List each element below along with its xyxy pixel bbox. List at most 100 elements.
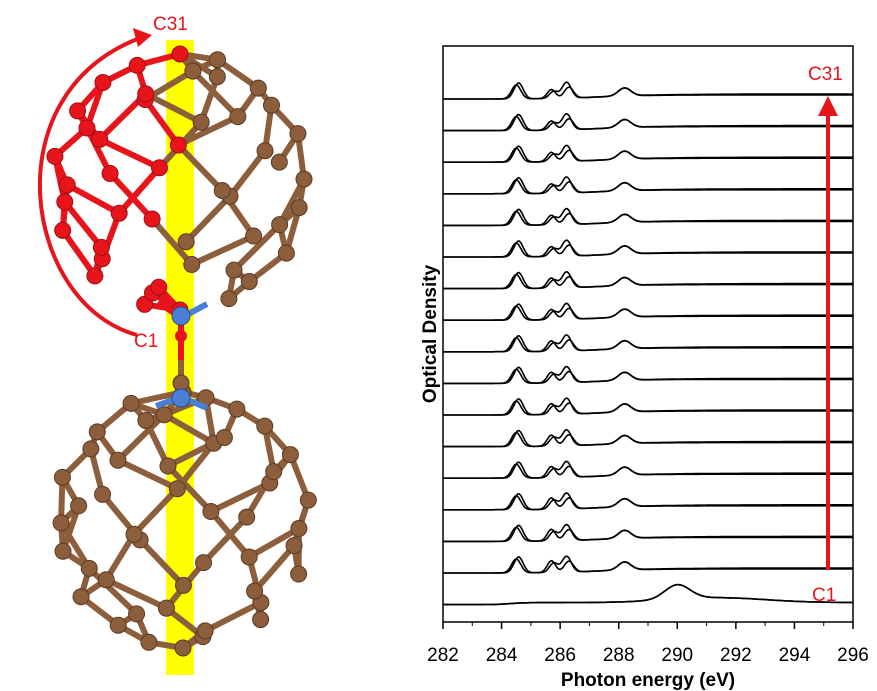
bottom-carbon-atom <box>202 502 220 520</box>
plot-frame <box>442 45 854 623</box>
bottom-carbon-atom <box>53 468 71 486</box>
molecule-label-c31: C31 <box>153 14 188 35</box>
top-red-carbon-atom <box>86 267 104 285</box>
spectrum-trace-1 <box>443 84 853 100</box>
top-brown-bond <box>230 221 283 274</box>
bottom-carbon-atom <box>128 605 146 623</box>
top-red-carbon-atom <box>92 238 110 256</box>
top-brown-carbon-atom <box>192 113 210 131</box>
bottom-carbon-atom <box>215 429 233 447</box>
molecule-label-c1: C1 <box>134 331 158 352</box>
bottom-carbon-atom <box>97 571 115 589</box>
x-tick-label: 292 <box>720 645 752 666</box>
bottom-carbon-atom <box>155 406 173 424</box>
bottom-bond <box>207 508 253 560</box>
bottom-carbon-atom <box>168 480 186 498</box>
top-red-bond <box>61 198 105 251</box>
bottom-carbon-atom <box>195 554 213 572</box>
bottom-carbon-atom <box>72 588 90 606</box>
top-brown-bond <box>149 215 195 268</box>
top-red-carbon-atom <box>46 147 64 165</box>
spectrum-trace-7 <box>443 273 853 290</box>
top-red-bond <box>96 136 163 171</box>
top-fullerene-highlighted-atoms <box>46 45 189 319</box>
top-brown-carbon-atom <box>177 233 195 251</box>
bottom-bond <box>251 542 298 595</box>
bottom-carbon-atom <box>174 576 192 594</box>
top-red-carbon-atom <box>128 56 146 74</box>
bottom-bond <box>103 531 138 583</box>
nitrogen-atom-bottom <box>171 388 191 408</box>
top-brown-carbon-atom <box>290 199 308 217</box>
top-red-carbon-atom <box>91 130 109 148</box>
bottom-bond <box>131 485 181 538</box>
bottom-bond <box>161 411 217 447</box>
top-red-carbon-atom <box>78 119 96 137</box>
spectrum-trace-8 <box>443 302 853 321</box>
top-brown-bond <box>227 147 269 200</box>
spectrum-trace-5 <box>443 210 853 227</box>
spectrum-trace-13 <box>443 463 853 479</box>
top-red-carbon-atom <box>171 45 189 63</box>
x-tick-label: 286 <box>544 645 576 666</box>
bottom-carbon-atom <box>54 542 72 560</box>
spectrum-trace-2 <box>443 115 853 132</box>
bottom-carbon-atom <box>265 463 283 481</box>
bottom-carbon-atom <box>122 394 140 412</box>
bottom-bond <box>86 565 140 617</box>
bottom-carbon-atom <box>94 485 112 503</box>
x-tick-label: 282 <box>427 645 459 666</box>
top-red-carbon-atom <box>143 210 161 228</box>
top-red-carbon-atom <box>110 204 128 222</box>
spectrum-trace-14 <box>443 494 853 511</box>
spectrum-trace-11 <box>443 397 853 416</box>
top-brown-carbon-atom <box>256 142 274 160</box>
spectrum-trace-6 <box>443 242 853 258</box>
nexafs-stacked-spectra-chart: 282 284 286 288 290 292 294 296 Photon energy (… <box>420 45 869 691</box>
top-red-carbon-atom <box>54 221 72 239</box>
top-brown-carbon-atom <box>249 79 267 97</box>
bottom-carbon-atom <box>299 491 317 509</box>
bottom-carbon-atom <box>70 497 88 515</box>
bottom-carbon-atom <box>285 537 303 555</box>
top-red-carbon-atom <box>150 278 168 296</box>
linker-red-atom <box>175 330 187 342</box>
x-tick-label: 284 <box>486 645 518 666</box>
bottom-carbon-atom <box>52 514 70 532</box>
bottom-bond <box>202 599 264 634</box>
spectrum-trace-10 <box>443 368 853 385</box>
spectrum-trace-3 <box>443 147 853 163</box>
bottom-bond <box>164 462 214 515</box>
spectrum-trace-2 <box>443 112 853 132</box>
spectrum-trace-10 <box>443 365 853 385</box>
spectrum-trace-17 <box>443 583 853 606</box>
spectrum-trace-12 <box>443 431 853 448</box>
top-red-carbon-atom <box>137 85 155 103</box>
top-brown-carbon-atom <box>289 125 307 143</box>
x-tick-label: 288 <box>603 645 635 666</box>
top-brown-carbon-atom <box>271 216 289 234</box>
top-brown-carbon-atom <box>262 96 280 114</box>
bottom-bond <box>114 457 181 492</box>
bottom-carbon-atom <box>109 616 127 634</box>
top-brown-carbon-atom <box>220 290 238 308</box>
spectrum-trace-11 <box>443 400 853 416</box>
top-brown-carbon-atom <box>225 261 243 279</box>
bottom-bond <box>174 440 217 492</box>
bottom-bond <box>200 514 250 566</box>
top-red-carbon-atom <box>150 159 168 177</box>
top-red-bond <box>64 181 123 217</box>
top-red-bond <box>84 124 114 177</box>
x-tick-label: 290 <box>661 645 693 666</box>
top-brown-carbon-atom <box>183 255 201 273</box>
top-brown-bond <box>183 193 234 245</box>
bottom-carbon-atom <box>137 411 155 429</box>
x-axis-title: Photon energy (eV) <box>561 670 735 691</box>
bottom-bond <box>103 576 170 612</box>
linker-group <box>154 299 209 411</box>
x-tick-label: 294 <box>779 645 811 666</box>
top-red-carbon-atom <box>56 193 74 211</box>
spectrum-trace-5 <box>443 207 853 227</box>
spectrum-trace-14 <box>443 492 853 511</box>
bottom-carbon-atom <box>82 440 100 458</box>
